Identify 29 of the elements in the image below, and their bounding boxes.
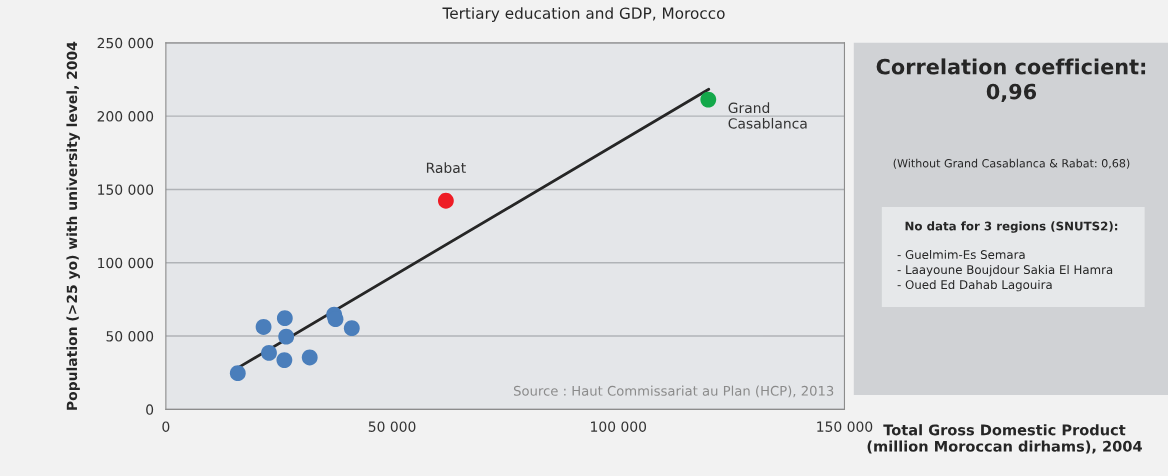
x-tick-label: 100 000 (591, 421, 647, 432)
text: Correlation coefficient: 0,96 (876, 58, 1146, 103)
y-tick-label: 100 000 (98, 257, 154, 269)
point (437, 192, 454, 209)
x-tick-label: 0 (162, 421, 170, 432)
y-tick-label: 150 000 (98, 184, 154, 195)
point (278, 328, 295, 345)
point (255, 319, 272, 335)
x-tick-label: 50 000 (368, 421, 416, 432)
text: (Without Grand Casablanca & Rabat: 0,68) (893, 158, 1130, 169)
point (261, 345, 277, 361)
series-label: Grand Casablanca (728, 102, 807, 129)
point (301, 349, 318, 366)
x-tick-label: 150 000 (817, 421, 873, 432)
point (343, 320, 360, 337)
y-tick-label: 50 000 (106, 331, 154, 342)
annotation: Source : Haut Commissariat au Plan (HCP), 2013 (513, 385, 834, 398)
y-tick-label: 200 000 (97, 111, 154, 122)
y-tick-label: 250 000 (97, 37, 154, 49)
y-tick-label: 0 (146, 404, 154, 415)
point (700, 91, 717, 108)
point (276, 310, 293, 327)
y-axis-title: Population (>25 yo) with university level, 2004 (66, 41, 80, 410)
series-label: Rabat (426, 162, 466, 174)
text: - Guelmim-Es Semara - Laayoune Boujdour Sakia El Hamra - Oued Ed Dahab Lagouira (897, 249, 1113, 292)
text: No data for 3 regions (SNUTS2): (905, 221, 1118, 233)
point (229, 365, 246, 382)
point (276, 352, 293, 369)
chart-title: Tertiary education and GDP, Morocco (442, 7, 725, 22)
